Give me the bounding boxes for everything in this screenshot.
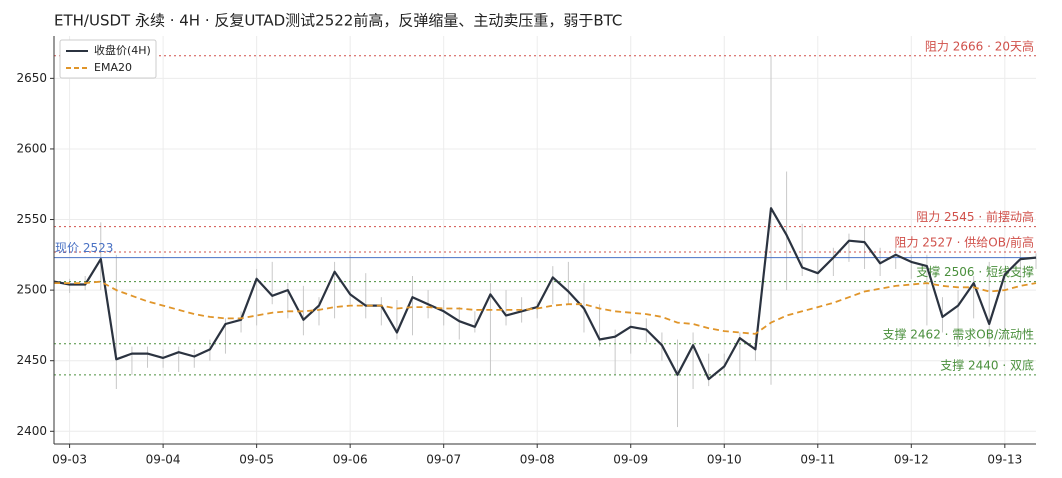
x-tick-label: 09-04 [146,453,181,467]
x-tick-label: 09-05 [239,453,274,467]
reference-label: 阻力 2527 · 供给OB/前高 [894,235,1034,250]
x-tick-label: 09-12 [894,453,929,467]
x-tick-label: 09-08 [520,453,555,467]
series-line [53,207,1037,381]
x-tick-label: 09-10 [707,453,742,467]
y-tick-label: 2550 [16,212,47,226]
reference-label: 支撑 2506 · 短线支撑 [916,264,1034,279]
x-tick-label: 09-06 [333,453,368,467]
y-tick-label: 2450 [16,353,47,367]
legend-label: 收盘价(4H) [94,43,151,57]
chart-title: ETH/USDT 永续 · 4H · 反复UTAD测试2522前高，反弹缩量、主… [54,12,622,30]
x-tick-label: 09-09 [613,453,648,467]
x-tick-label: 09-03 [52,453,87,467]
reference-label: 阻力 2545 · 前摆动高 [916,209,1034,224]
y-tick-label: 2400 [16,424,47,438]
x-tick-label: 09-13 [987,453,1022,467]
legend-label: EMA20 [94,61,132,74]
x-tick-label: 09-07 [426,453,461,467]
reference-label: 现价 2523 [55,241,113,255]
reference-label: 支撑 2462 · 需求OB/流动性 [882,326,1034,341]
y-tick-label: 2500 [16,283,47,297]
x-tick-label: 09-11 [800,453,835,467]
y-tick-label: 2600 [16,141,47,155]
reference-label: 阻力 2666 · 20天高 [925,38,1034,53]
reference-label: 支撑 2440 · 双底 [940,357,1034,372]
y-tick-label: 2650 [16,71,47,85]
